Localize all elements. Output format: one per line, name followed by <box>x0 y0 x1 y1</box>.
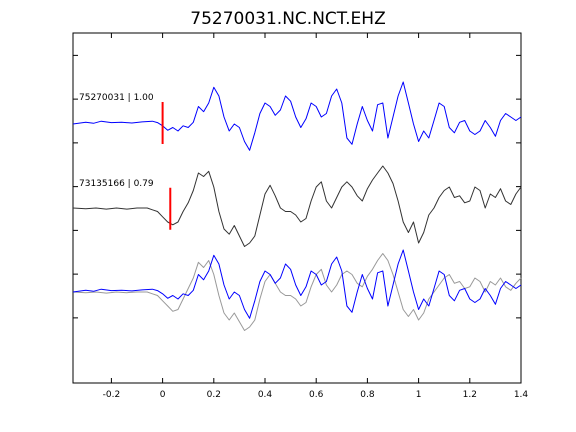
x-tick-label: 0.8 <box>360 390 375 400</box>
x-axis: -0.2 0 0.2 0.4 0.6 0.8 1 1.2 1.4 <box>103 33 529 400</box>
trace-line-3 <box>72 249 522 319</box>
y-ticks <box>73 54 521 319</box>
x-tick-label: 0.4 <box>258 390 273 400</box>
trace-label-0: 75270031 | 1.00 <box>79 93 154 103</box>
pick-markers <box>161 102 172 230</box>
trace-labels: 75270031 | 1.00 73135166 | 0.79 <box>79 93 154 189</box>
x-tick-label: 1.2 <box>463 390 477 400</box>
trace-line-1 <box>72 165 522 247</box>
trace-label-1: 73135166 | 0.79 <box>79 179 154 189</box>
x-tick-label: 0.6 <box>309 390 324 400</box>
chart-title: 75270031.NC.NCT.EHZ <box>190 9 385 29</box>
x-tick-label: 1.4 <box>514 390 529 400</box>
traces <box>72 81 522 331</box>
x-tick-label: -0.2 <box>103 390 121 400</box>
x-tick-label: 0 <box>160 390 166 400</box>
trace-line-0 <box>72 81 522 151</box>
x-tick-label: 1 <box>416 390 422 400</box>
x-tick-label: 0.2 <box>207 390 221 400</box>
